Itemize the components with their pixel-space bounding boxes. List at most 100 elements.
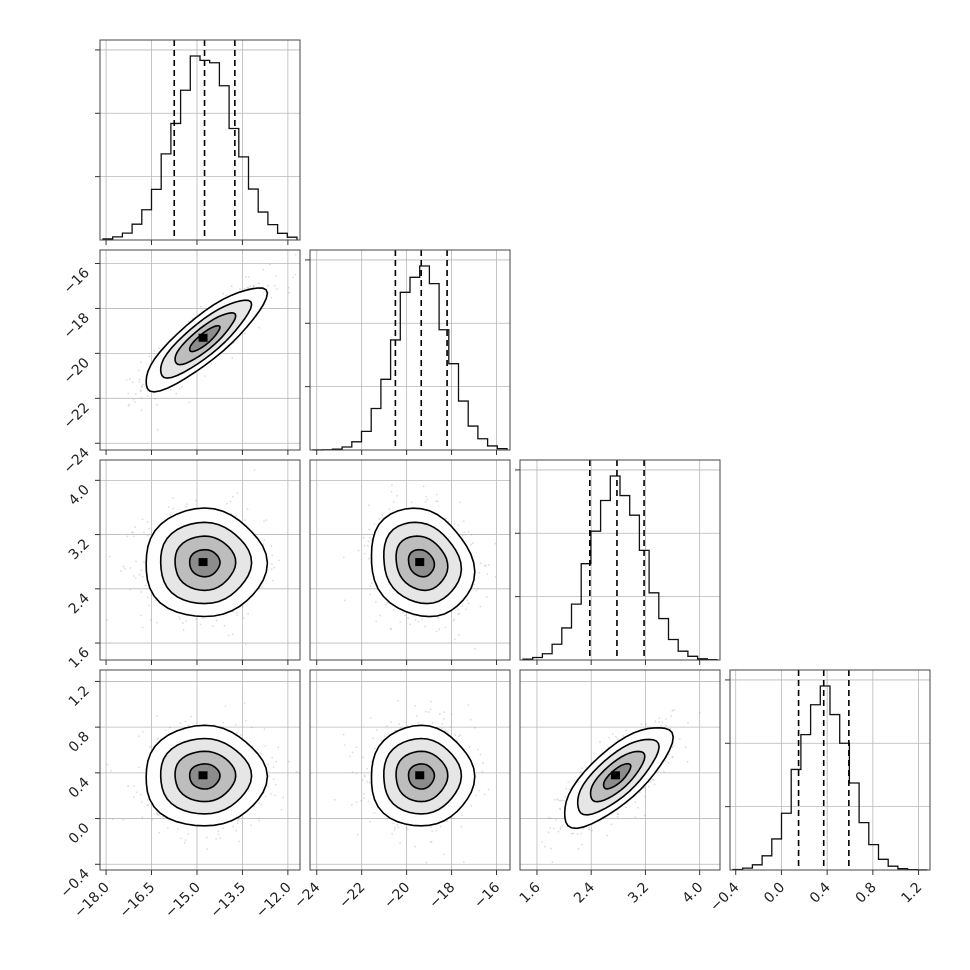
scatter-point (664, 760, 667, 762)
contour-0 (188, 548, 221, 578)
scatter-point (249, 285, 252, 287)
scatter-point (443, 853, 445, 856)
contour-0 (188, 763, 221, 790)
scatter-point (481, 770, 484, 773)
scatter-point (106, 763, 109, 766)
scatter-point (140, 361, 142, 364)
scatter-point (567, 781, 570, 784)
scatter-point (182, 622, 184, 624)
scatter-point (227, 634, 230, 637)
scatter-point (479, 605, 482, 608)
scatter-point (246, 286, 249, 289)
scatter-point (224, 705, 227, 707)
scatter-point (549, 827, 552, 829)
scatter-point (158, 831, 161, 834)
scatter-point (313, 721, 315, 723)
scatter-point (457, 613, 459, 616)
scatter-point (155, 621, 158, 624)
scatter-point (148, 527, 151, 530)
scatter-point (156, 813, 159, 816)
scatter-point (217, 830, 220, 833)
scatter-point (622, 735, 625, 737)
scatter-point (645, 726, 647, 728)
scatter-point (127, 392, 130, 395)
scatter-point (272, 766, 275, 768)
scatter-point (634, 801, 637, 803)
scatter-point (364, 552, 366, 555)
scatter-point (425, 495, 428, 498)
scatter-point (399, 621, 402, 623)
x-tick-label: −13.5 (208, 880, 250, 922)
scatter-point (565, 787, 568, 790)
scatter-point (258, 819, 260, 822)
scatter-point (625, 729, 627, 732)
scatter-point (167, 506, 170, 508)
scatter-point (150, 619, 152, 622)
scatter-point (369, 585, 372, 588)
scatter-point (450, 713, 453, 715)
contour-2 (159, 521, 253, 605)
scatter-point (343, 599, 346, 602)
scatter-point (368, 820, 371, 823)
scatter-point (484, 565, 487, 567)
scatter-point (453, 522, 456, 525)
scatter-point (229, 500, 232, 503)
scatter-point (134, 526, 137, 529)
y-tick-label: −22 (61, 400, 93, 432)
scatter-point (614, 735, 617, 738)
scatter-point (561, 825, 564, 827)
scatter-point (461, 534, 464, 537)
scatter-point (295, 770, 298, 773)
scatter-point (475, 794, 477, 797)
y-tick-label: 4.0 (66, 482, 93, 509)
scatter-point (108, 555, 111, 558)
scatter-point (404, 614, 407, 616)
scatter-point (236, 492, 239, 494)
scatter-point (156, 429, 159, 431)
scatter-point (271, 563, 273, 566)
scatter-point (188, 401, 191, 404)
panel-content (100, 460, 300, 660)
scatter-point (210, 362, 213, 365)
histogram-panel-1 (305, 249, 511, 455)
scatter-point (671, 746, 674, 748)
scatter-point (405, 826, 408, 829)
scatter-point (684, 746, 687, 749)
scatter-point (131, 381, 134, 384)
scatter-point (243, 702, 246, 704)
scatter-point (652, 779, 655, 781)
scatter-point (195, 618, 198, 620)
scatter-point (401, 612, 404, 614)
scatter-point (147, 803, 150, 806)
scatter-point (449, 726, 452, 728)
scatter-point (129, 588, 132, 591)
scatter-point (470, 533, 473, 536)
y-tick-label: −24 (61, 445, 93, 477)
scatter-point (416, 715, 418, 717)
scatter-point (271, 756, 274, 759)
scatter-point (453, 618, 456, 621)
scatter-point (247, 287, 250, 290)
scatter-point (582, 827, 584, 830)
scatter-point (124, 567, 126, 570)
scatter-point (217, 833, 220, 835)
scatter-point (185, 620, 188, 622)
scatter-point (154, 398, 157, 400)
panel-content (310, 460, 510, 660)
scatter-point (452, 619, 455, 622)
scatter-point (467, 602, 470, 605)
scatter-point (222, 292, 225, 295)
scatter-point (470, 804, 473, 807)
scatter-point (260, 752, 262, 755)
scatter-point (558, 808, 561, 810)
density-peak (198, 333, 208, 342)
scatter-point (581, 767, 583, 770)
scatter-point (269, 263, 271, 266)
scatter-point (444, 728, 446, 731)
scatter-point (137, 766, 140, 769)
contour-3 (145, 287, 269, 393)
scatter-point (466, 599, 469, 602)
scatter-point (438, 713, 441, 715)
scatter-point (146, 395, 149, 397)
scatter-point (474, 727, 476, 729)
